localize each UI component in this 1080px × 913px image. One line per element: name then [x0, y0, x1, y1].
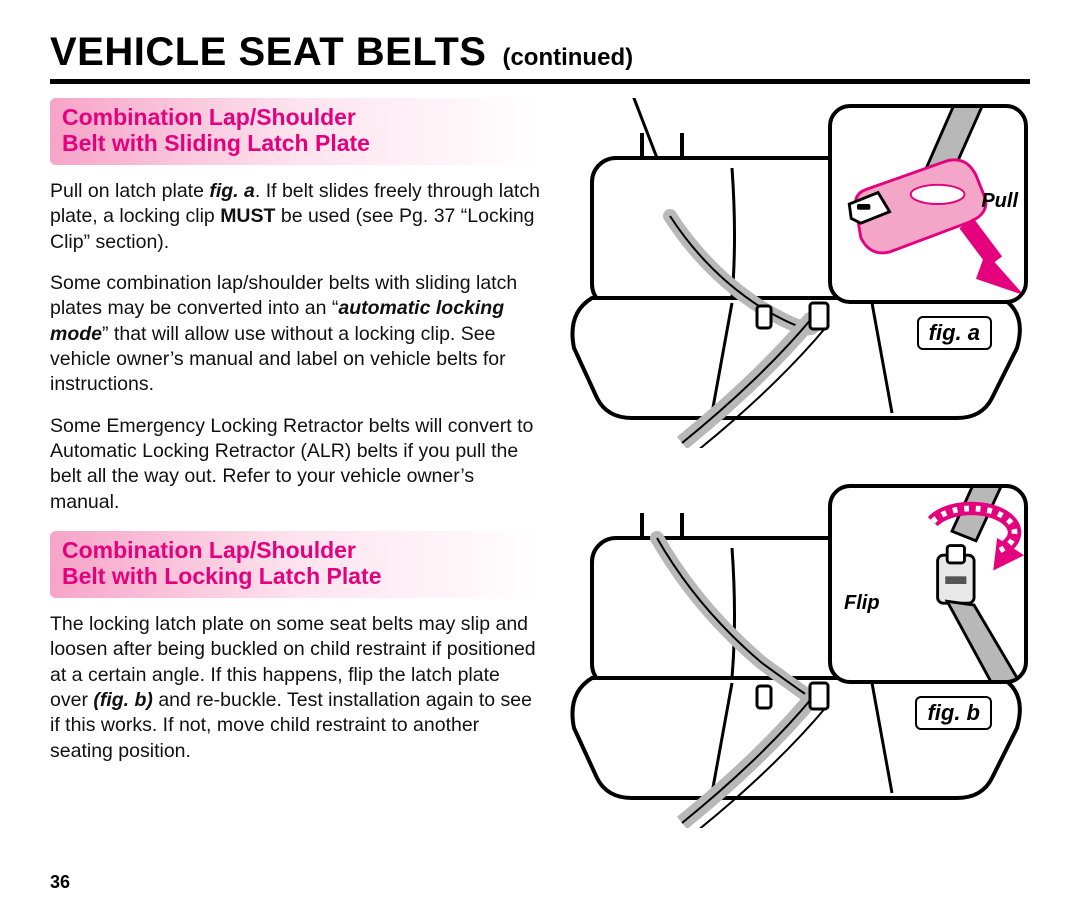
figure-a-inset-label: Pull: [981, 190, 1018, 213]
page-title-continued: (continued): [502, 44, 633, 72]
page-number: 36: [50, 872, 70, 893]
text-run-bold-italic: (fig. b): [93, 689, 153, 711]
figure-b-caption: fig. b: [915, 696, 992, 730]
figure-b-inset-label: Flip: [844, 592, 880, 615]
figure-a-inset: Pull: [828, 104, 1028, 304]
paragraph: Some Emergency Locking Retractor belts w…: [50, 414, 540, 515]
section-header-locking: Combination Lap/Shoulder Belt with Locki…: [50, 531, 540, 598]
text-column: Combination Lap/Shoulder Belt with Slidi…: [50, 98, 540, 858]
paragraph: Pull on latch plate fig. a. If belt slid…: [50, 179, 540, 255]
section-header-line: Belt with Sliding Latch Plate: [62, 130, 528, 156]
section-header-line: Belt with Locking Latch Plate: [62, 563, 528, 589]
page-title-row: VEHICLE SEAT BELTS (continued): [50, 30, 1030, 84]
text-run: Pull on latch plate: [50, 180, 209, 202]
section-header-sliding: Combination Lap/Shoulder Belt with Slidi…: [50, 98, 540, 165]
section-header-line: Combination Lap/Shoulder: [62, 537, 528, 563]
page-title: VEHICLE SEAT BELTS: [50, 30, 486, 75]
manual-page: VEHICLE SEAT BELTS (continued) Combinati…: [0, 0, 1080, 913]
figure-a: Pull fig. a: [562, 98, 1032, 448]
text-run: ” that will allow use without a locking …: [50, 323, 506, 396]
text-run-bold-italic: fig. a: [209, 180, 255, 202]
paragraph: Some combination lap/shoulder belts with…: [50, 271, 540, 398]
content-columns: Combination Lap/Shoulder Belt with Slidi…: [50, 98, 1030, 858]
figure-b-inset: Flip: [828, 484, 1028, 684]
figure-column: Pull fig. a: [562, 98, 1032, 858]
figure-a-caption: fig. a: [917, 316, 992, 350]
figure-b: Flip fig. b: [562, 478, 1032, 828]
text-run-bold: MUST: [220, 205, 275, 227]
section-header-line: Combination Lap/Shoulder: [62, 104, 528, 130]
paragraph: The locking latch plate on some seat bel…: [50, 612, 540, 764]
